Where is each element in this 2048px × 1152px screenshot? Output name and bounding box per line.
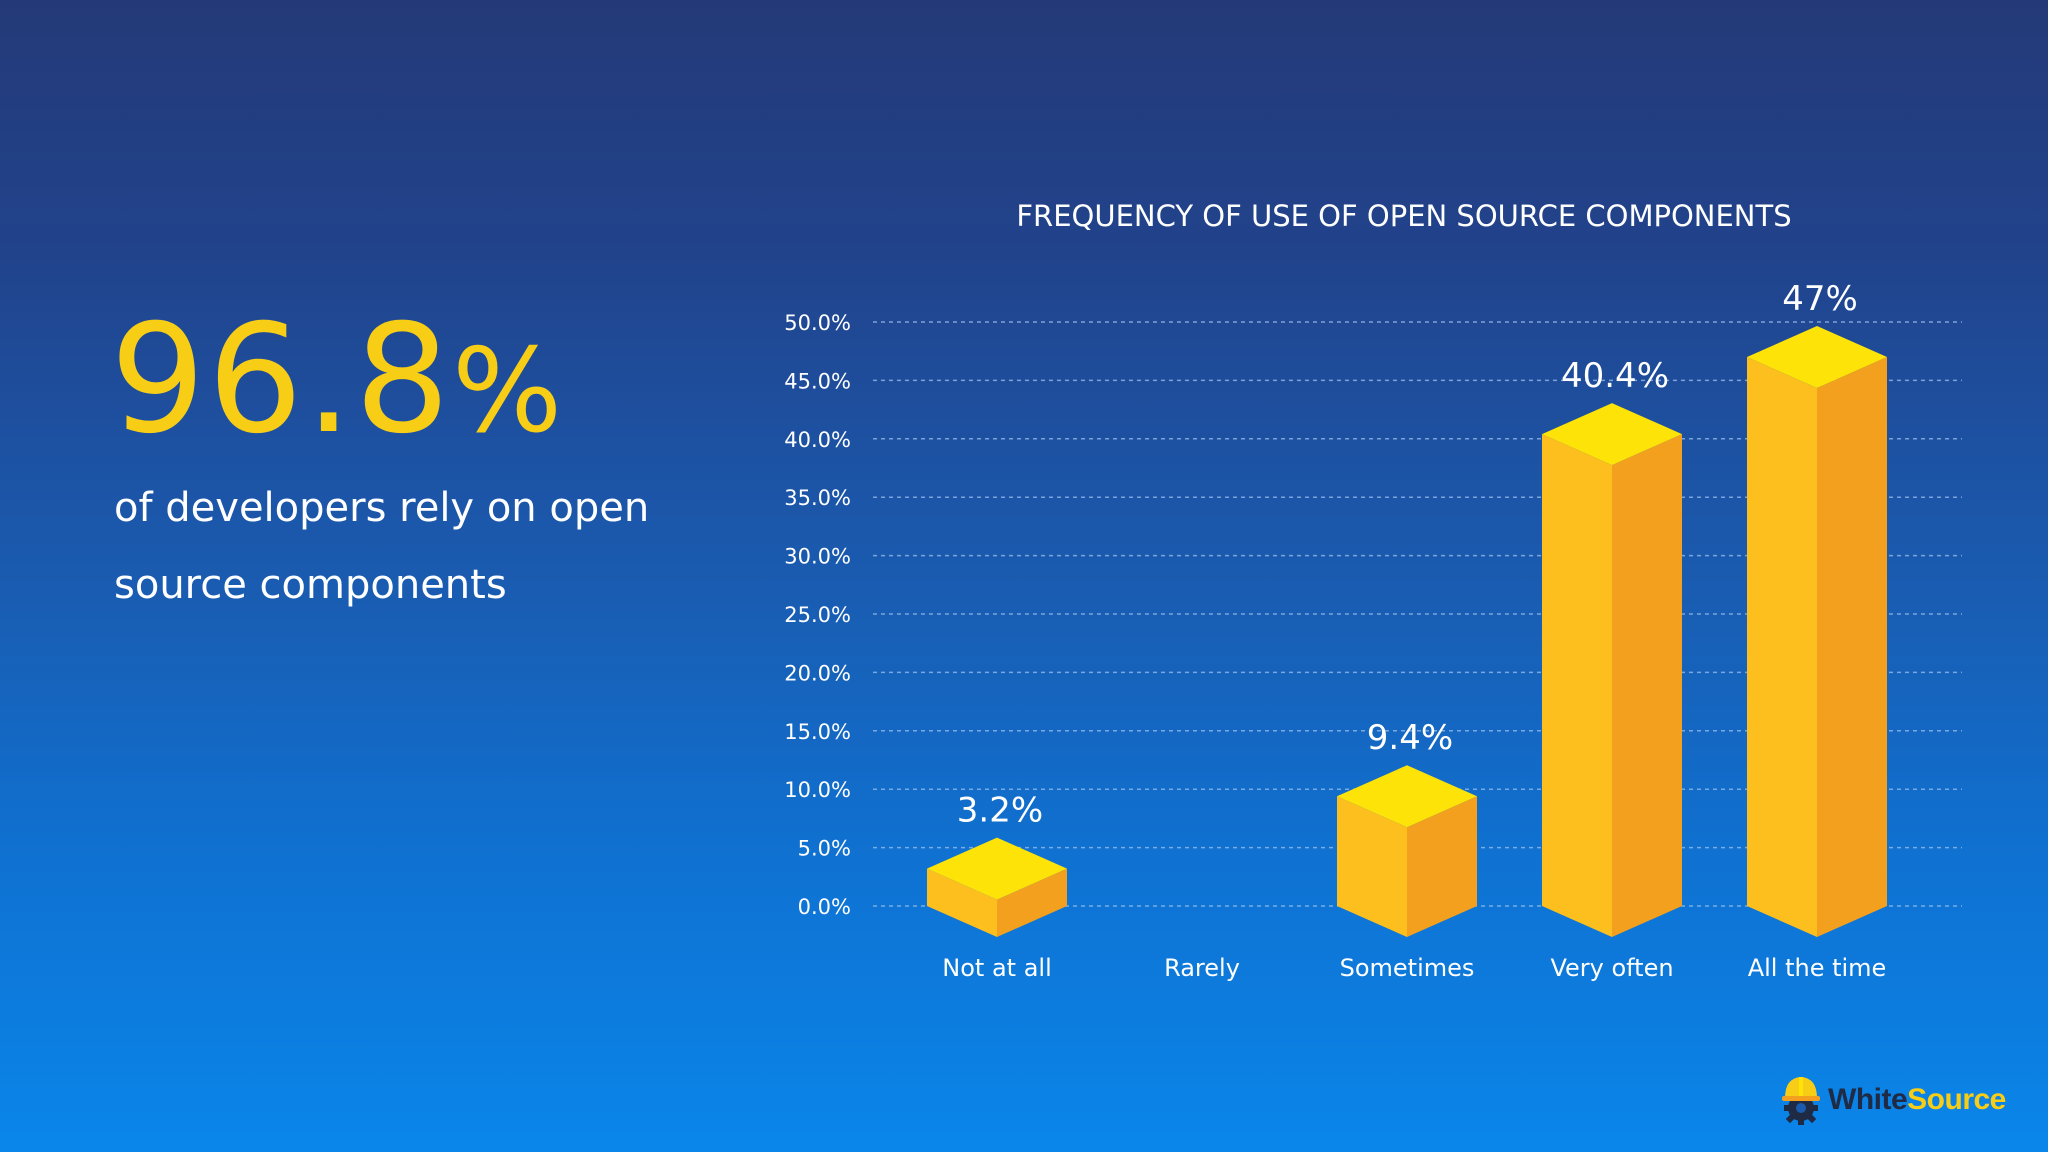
bar [1747,326,1887,937]
logo-text-white: White [1828,1083,1908,1116]
data-label: 3.2% [957,791,1043,831]
x-tick-label: Very often [1550,954,1673,982]
chart-title: FREQUENCY OF USE OF OPEN SOURCE COMPONEN… [1016,199,1791,233]
bar-front-face [1337,796,1407,937]
y-tick-label: 40.0% [784,428,851,452]
y-tick-label: 45.0% [784,369,851,393]
y-tick-label: 10.0% [784,778,851,802]
bar-top-face [1747,326,1887,389]
y-tick-label: 15.0% [784,720,851,744]
y-tick-label: 5.0% [798,837,851,861]
logo-text-source: Source [1907,1083,2006,1116]
bar-front-face [1542,434,1612,937]
data-label: 40.4% [1561,356,1669,396]
headline-caption: of developers rely on open source compon… [114,470,674,624]
y-tick-label: 20.0% [784,661,851,685]
hard-hat-gear-icon [1782,1077,1820,1125]
bar [1337,765,1477,937]
bars [927,326,1887,937]
data-labels: 3.2% 9.4% 40.4% 47% [957,279,1858,831]
headline-unit: % [451,324,565,459]
y-axis-tick-labels: 0.0% 5.0% 10.0% 15.0% 20.0% 25.0% 30.0% 35.0% 40… [784,311,851,919]
x-axis-tick-labels: Not at all Rarely Sometimes Very often All t… [942,954,1886,982]
caption-line-2: source components [114,562,507,608]
bar-top-face [927,837,1067,900]
logo-wordmark: WhiteSource [1828,1083,2006,1117]
bar-front-face [1747,357,1817,937]
bar-side-face [1407,796,1477,937]
headline-value: 96.8 [110,293,452,467]
x-tick-label: Rarely [1164,954,1240,982]
bar-side-face [1612,434,1682,937]
x-tick-label: Not at all [942,954,1051,982]
bar-front-face [927,868,997,937]
bar-top-face [1542,403,1682,466]
data-label: 9.4% [1367,718,1453,758]
x-tick-label: Sometimes [1340,954,1475,982]
y-tick-label: 25.0% [784,603,851,627]
y-tick-label: 30.0% [784,545,851,569]
bar-side-face [1817,357,1887,937]
headline-statistic: 96.8% [110,300,670,460]
data-label: 47% [1782,279,1858,319]
y-tick-label: 35.0% [784,486,851,510]
bar-side-face [997,868,1067,937]
x-tick-label: All the time [1748,954,1887,982]
bar [927,837,1067,937]
whitesource-logo: WhiteSource [1780,1072,2006,1128]
bar [1542,403,1682,937]
caption-line-1: of developers rely on open [114,485,650,531]
y-tick-label: 50.0% [784,311,851,335]
y-tick-label: 0.0% [798,895,851,919]
bar-top-face [1337,765,1477,828]
